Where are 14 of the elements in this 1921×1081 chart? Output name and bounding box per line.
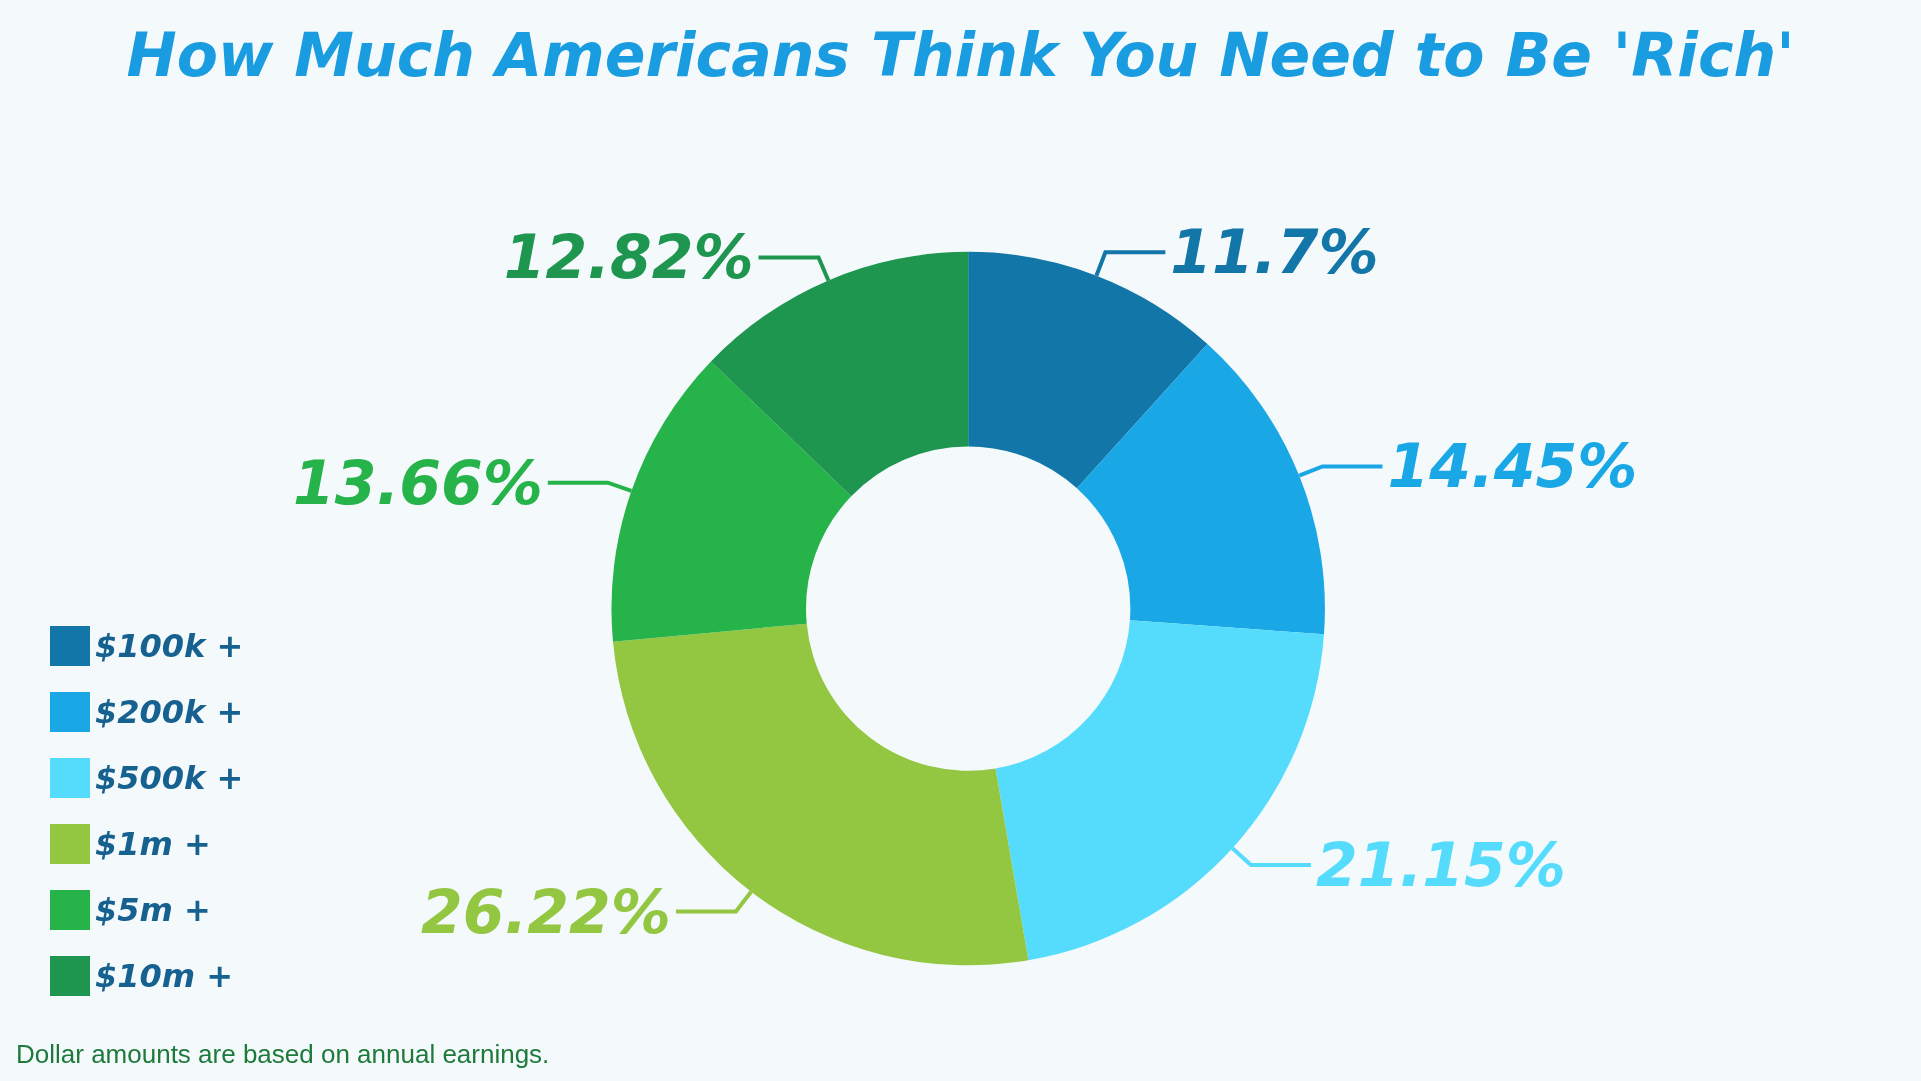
text: Dollar amounts are based on annual earnings. <box>16 1039 550 1069</box>
legend-label: $100k + <box>95 627 244 665</box>
data-label: 21.15% <box>1315 830 1566 901</box>
data-label: 11.7% <box>1170 217 1379 288</box>
legend-label: $1m + <box>95 825 211 863</box>
chart-title: How Much Americans Think You Need to Be 'Rich' <box>126 20 1795 90</box>
legend-label: $200k + <box>95 693 244 731</box>
data-label: 14.45% <box>1387 431 1638 502</box>
legend-label: $10m + <box>95 957 234 995</box>
data-label: 13.66% <box>292 447 543 518</box>
data-label: 12.82% <box>503 222 754 293</box>
data-label: 26.22% <box>421 876 671 947</box>
legend-label: $5m + <box>95 891 211 929</box>
legend-label: $500k + <box>95 759 244 797</box>
